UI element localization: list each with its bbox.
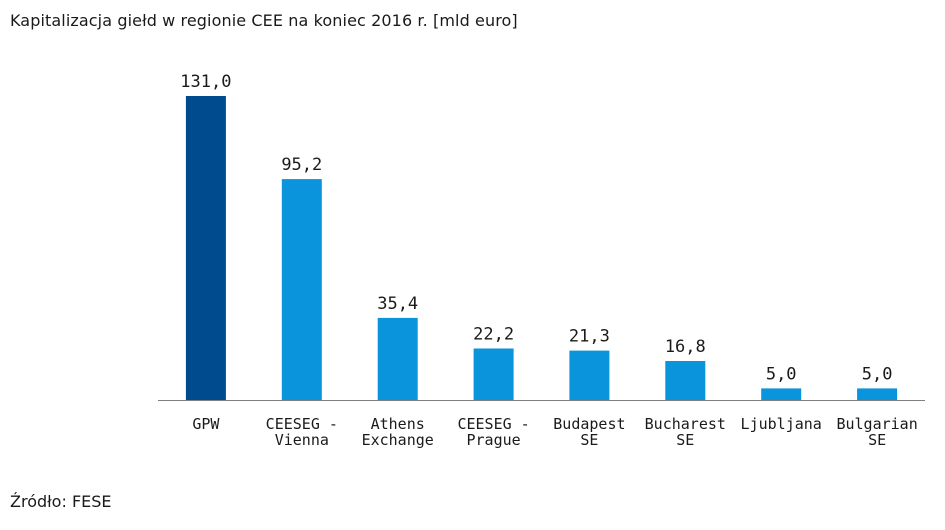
bar-5 [665,361,706,400]
category-label-2-line-0: Athens [371,415,425,433]
value-label-1: 95,2 [281,155,322,175]
category-label-0: GPW [192,415,220,433]
value-label-6: 5,0 [766,364,797,384]
category-label-4: Budapest SE [553,415,625,449]
category-label-7: Bulgarian SE [836,415,917,449]
value-label-2: 35,4 [377,294,418,314]
value-label-5: 16,8 [665,337,706,357]
value-label-7: 5,0 [862,364,893,384]
category-label-1-line-0: CEESEG - [266,415,338,433]
category-label-5-line-0: Bucharest [645,415,726,433]
category-label-0-line-0: GPW [192,415,220,433]
bar-0 [185,96,226,400]
source-note: Źródło: FESE [10,492,112,511]
category-label-3-line-0: CEESEG - [457,415,529,433]
bar-2 [377,317,418,400]
category-label-3-line-1: Prague [467,431,521,449]
value-label-3: 22,2 [473,325,514,345]
category-label-6-line-0: Ljubljana [741,415,822,433]
category-label-1: CEESEG -Vienna [266,415,338,449]
bars-layer [185,96,898,400]
value-label-4: 21,3 [569,327,610,347]
category-label-6: Ljubljana [741,415,822,433]
chart-title: Kapitalizacja giełd w regionie CEE na ko… [10,11,518,30]
category-label-1-line-1: Vienna [275,431,329,449]
category-label-2-line-1: Exchange [362,431,434,449]
category-label-2: Athens Exchange [362,415,434,449]
bar-6 [761,388,802,400]
category-label-5: Bucharest SE [645,415,726,449]
bar-3 [473,348,514,400]
bar-1 [281,179,322,400]
bar-7 [857,388,898,400]
bar-4 [569,350,610,400]
value-label-0: 131,0 [180,72,231,92]
value-labels-layer: 131,0 95,2 35,4 22,2 21,3 16,8 5,0 5,0 [180,72,892,384]
category-label-7-line-0: Bulgarian [836,415,917,433]
category-label-7-line-1: SE [868,431,886,449]
category-label-5-line-1: SE [676,431,694,449]
category-label-4-line-0: Budapest [553,415,625,433]
category-label-3: CEESEG -Prague [457,415,529,449]
category-label-4-line-1: SE [580,431,598,449]
